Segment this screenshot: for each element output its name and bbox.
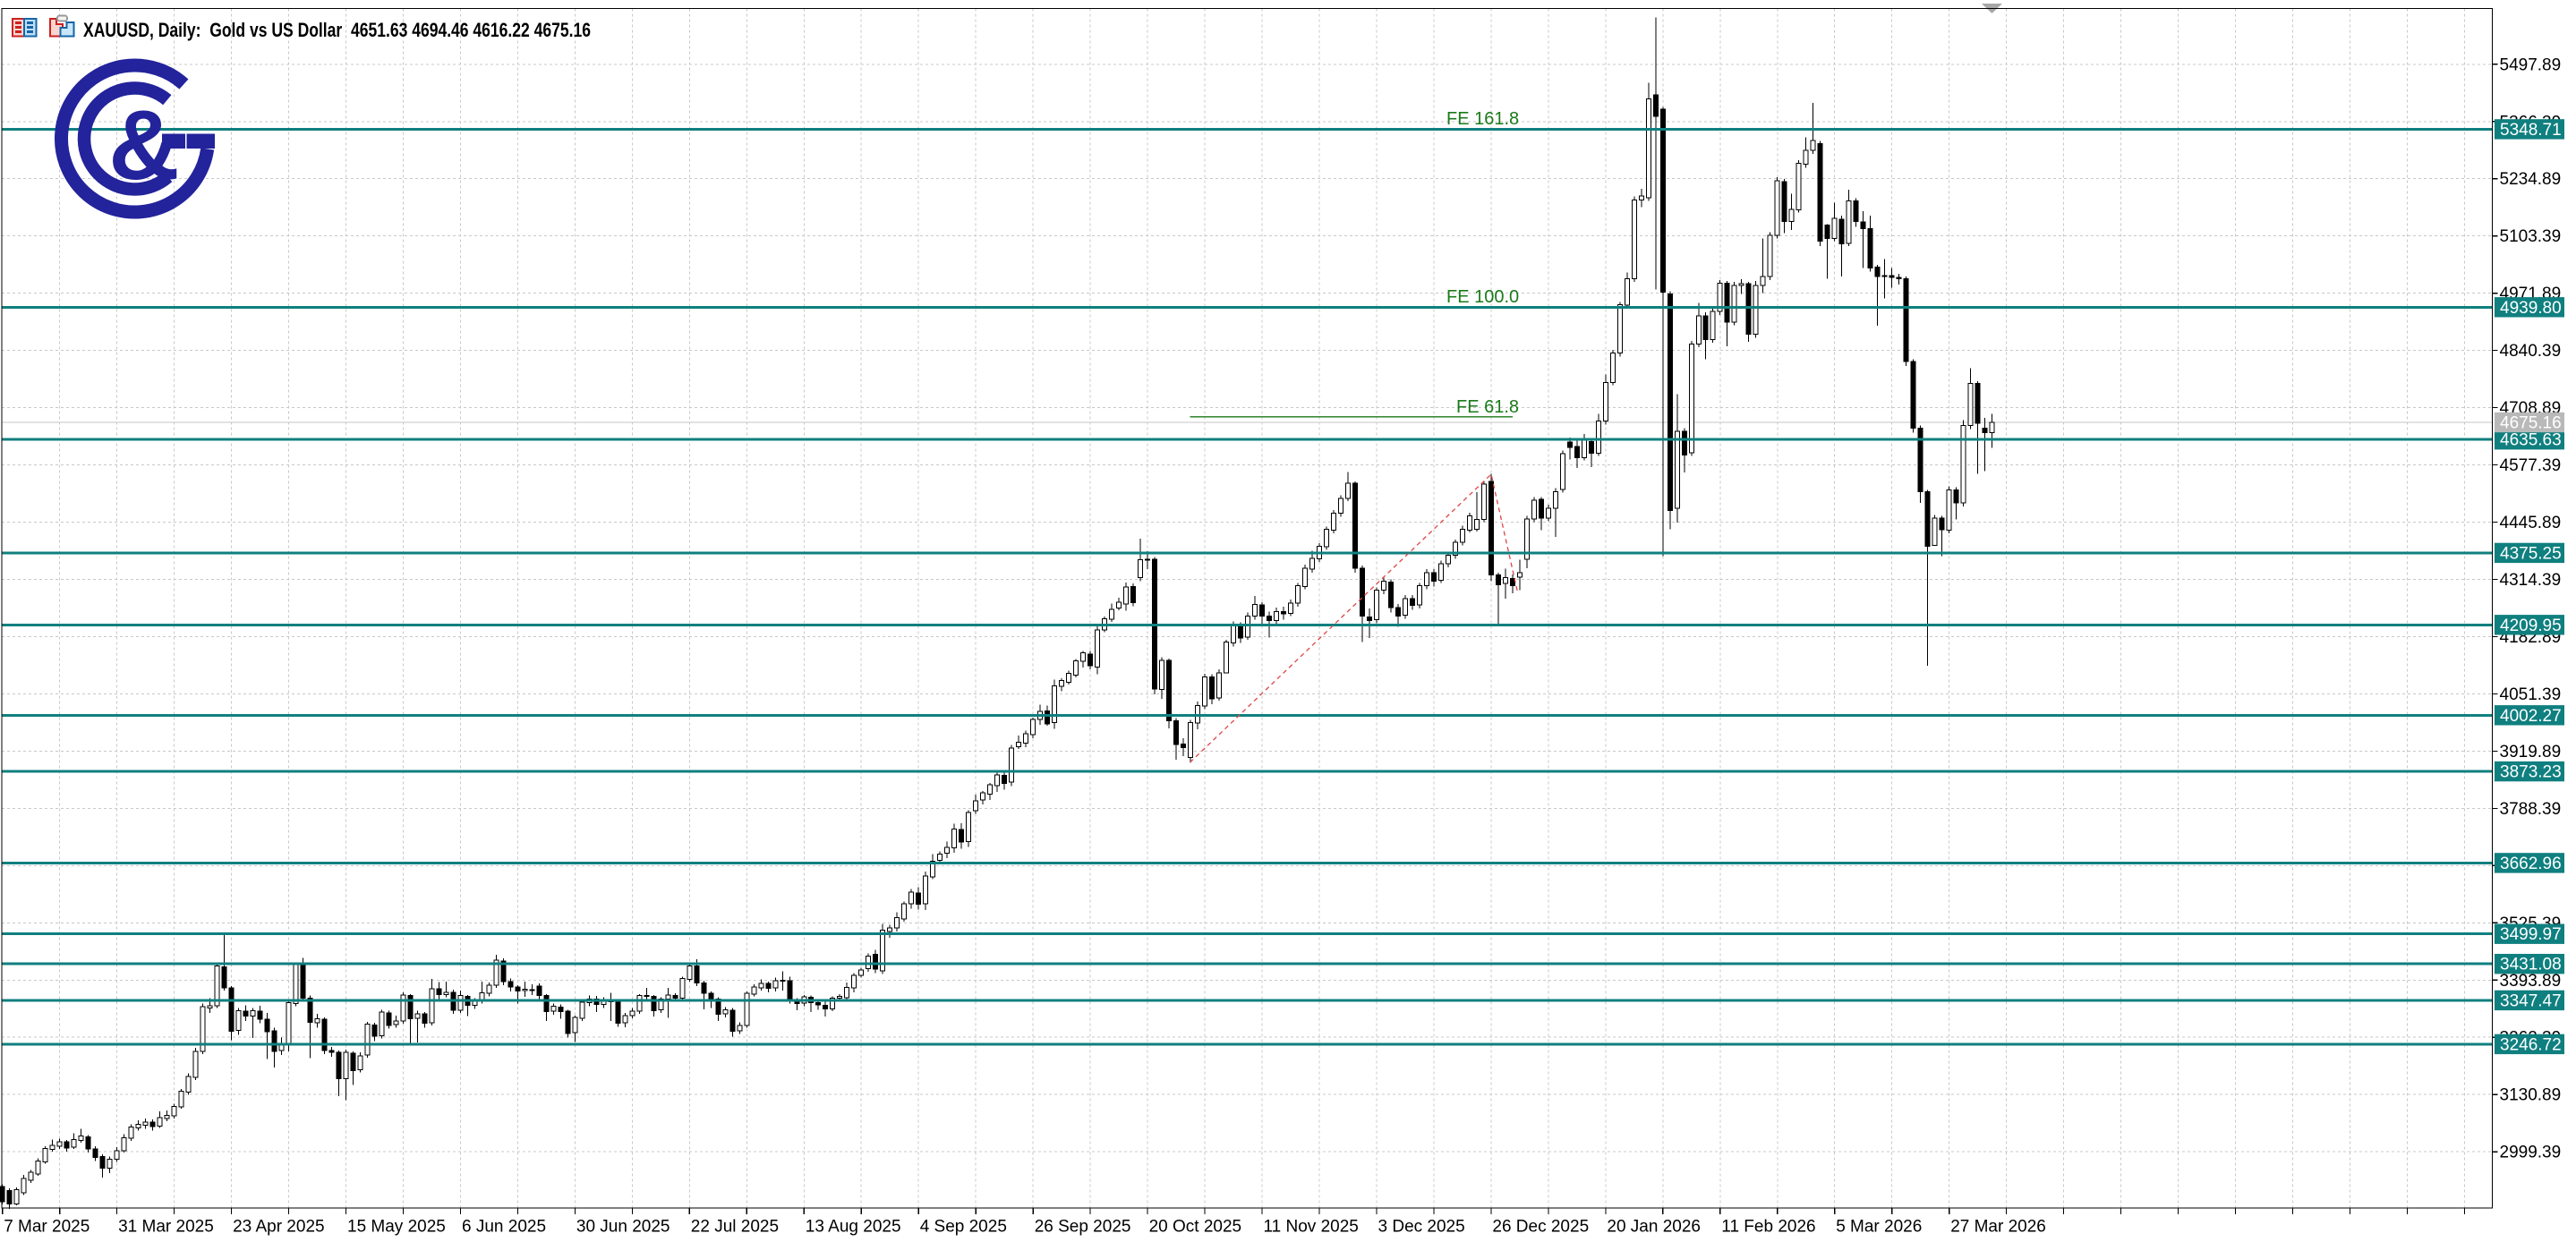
svg-text:3246.72: 3246.72 [2500,1035,2562,1054]
svg-text:20 Oct 2025: 20 Oct 2025 [1149,1218,1242,1237]
svg-text:4675.16: 4675.16 [2500,414,2562,433]
svg-text:4635.63: 4635.63 [2500,431,2562,450]
svg-text:XAUUSD, Daily: Gold vs US Dol: XAUUSD, Daily: Gold vs US Dollar 4651.63… [83,19,591,41]
svg-text:4840.39: 4840.39 [2500,342,2562,361]
svg-text:3431.08: 3431.08 [2500,956,2562,974]
svg-text:3393.89: 3393.89 [2500,972,2562,991]
svg-text:3130.89: 3130.89 [2500,1086,2562,1105]
svg-text:30 Jun 2025: 30 Jun 2025 [576,1218,670,1237]
svg-text:26 Dec 2025: 26 Dec 2025 [1492,1218,1589,1237]
svg-text:3347.47: 3347.47 [2500,991,2562,1010]
svg-text:4002.27: 4002.27 [2500,707,2562,726]
svg-text:23 Apr 2025: 23 Apr 2025 [233,1218,324,1237]
svg-text:31 Mar 2025: 31 Mar 2025 [118,1218,214,1237]
svg-text:4939.80: 4939.80 [2500,299,2562,318]
svg-text:3873.23: 3873.23 [2500,763,2562,782]
svg-text:3788.39: 3788.39 [2500,800,2562,819]
svg-text:5348.71: 5348.71 [2500,121,2562,140]
svg-text:5103.39: 5103.39 [2500,227,2562,246]
svg-text:5 Mar 2026: 5 Mar 2026 [1836,1218,1922,1237]
svg-text:4 Sep 2025: 4 Sep 2025 [920,1218,1007,1237]
svg-text:&: & [108,90,179,200]
svg-text:FE 61.8: FE 61.8 [1456,397,1519,417]
svg-text:5497.89: 5497.89 [2500,55,2562,74]
svg-text:4445.89: 4445.89 [2500,514,2562,532]
svg-text:15 May 2025: 15 May 2025 [347,1218,446,1237]
svg-text:4577.39: 4577.39 [2500,456,2562,475]
svg-text:3 Dec 2025: 3 Dec 2025 [1378,1218,1465,1237]
svg-text:FE 161.8: FE 161.8 [1446,109,1519,129]
svg-text:4314.39: 4314.39 [2500,571,2562,590]
svg-text:3919.89: 3919.89 [2500,743,2562,761]
svg-text:11 Nov 2025: 11 Nov 2025 [1264,1218,1359,1237]
svg-text:6 Jun 2025: 6 Jun 2025 [462,1218,546,1237]
svg-text:4051.39: 4051.39 [2500,685,2562,704]
svg-text:4375.25: 4375.25 [2500,544,2562,563]
svg-text:27 Mar 2026: 27 Mar 2026 [1950,1218,2046,1237]
svg-text:26 Sep 2025: 26 Sep 2025 [1035,1218,1131,1237]
svg-text:3662.96: 3662.96 [2500,855,2562,873]
svg-text:3499.97: 3499.97 [2500,925,2562,944]
svg-text:13 Aug 2025: 13 Aug 2025 [806,1218,901,1237]
svg-text:7 Mar 2025: 7 Mar 2025 [4,1218,90,1237]
svg-text:2999.39: 2999.39 [2500,1144,2562,1162]
svg-text:20 Jan 2026: 20 Jan 2026 [1607,1218,1701,1237]
svg-text:22 Jul 2025: 22 Jul 2025 [691,1218,779,1237]
svg-text:11 Feb 2026: 11 Feb 2026 [1721,1218,1815,1237]
svg-text:4209.95: 4209.95 [2500,617,2562,635]
svg-text:5234.89: 5234.89 [2500,170,2562,189]
svg-text:FE 100.0: FE 100.0 [1446,287,1519,307]
